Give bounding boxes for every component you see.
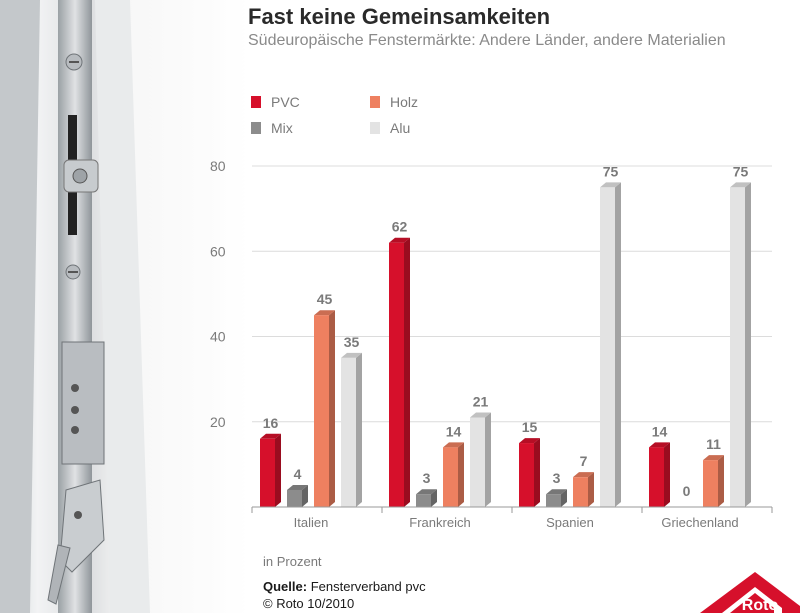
y-tick-label: 80	[210, 158, 226, 174]
bar	[573, 477, 588, 507]
bar-side	[664, 442, 670, 507]
legend-label: PVC	[271, 94, 300, 110]
x-tick-label: Griechenland	[661, 515, 738, 530]
bar-top	[600, 182, 621, 188]
chart-subtitle: Südeuropäische Fenstermärkte: Andere Län…	[248, 32, 726, 49]
data-label: 11	[706, 436, 721, 452]
bar	[443, 447, 458, 507]
legend-swatch	[251, 96, 261, 108]
bar-top	[519, 438, 540, 444]
bar-top	[730, 182, 751, 188]
bar-top	[470, 412, 491, 418]
bar-side	[275, 433, 281, 507]
bar-side	[404, 237, 410, 507]
data-label: 21	[473, 393, 489, 409]
bar-top	[573, 472, 594, 478]
bar-side	[329, 310, 335, 507]
data-label: 75	[733, 163, 749, 179]
bar-side	[302, 484, 308, 507]
data-label: 14	[446, 423, 462, 439]
bar-side	[561, 489, 567, 507]
data-label: 35	[344, 334, 360, 350]
data-label: 0	[683, 483, 691, 499]
bar-top	[341, 352, 362, 358]
roto-logo: Roto	[700, 572, 800, 613]
y-tick-label: 60	[210, 243, 226, 259]
bar-top	[260, 433, 281, 439]
bar	[519, 443, 534, 507]
bar-side	[431, 489, 437, 507]
source-block: Quelle: Fensterverband pvc © Roto 10/201…	[263, 578, 426, 612]
data-label: 45	[317, 291, 333, 307]
bar-top	[389, 237, 410, 243]
chart-title: Fast keine Gemeinsamkeiten	[248, 4, 551, 29]
bar	[730, 187, 745, 507]
unit-note: in Prozent	[263, 554, 322, 569]
data-label: 7	[580, 453, 588, 469]
x-tick-label: Italien	[294, 515, 329, 530]
bar-top	[546, 489, 567, 495]
bar-top	[443, 442, 464, 448]
bar	[314, 315, 329, 507]
source-text: Fensterverband pvc	[310, 579, 426, 594]
legend-swatch	[370, 122, 380, 134]
bar-side	[458, 442, 464, 507]
legend-swatch	[251, 122, 261, 134]
data-label: 15	[522, 419, 538, 435]
bar-side	[588, 472, 594, 507]
bar	[649, 447, 664, 507]
bar-side	[745, 182, 751, 507]
bar	[546, 494, 561, 507]
source-label: Quelle:	[263, 579, 308, 594]
bar-top	[703, 455, 724, 461]
bar-top	[287, 484, 308, 490]
bar-side	[534, 438, 540, 507]
bar-side	[718, 455, 724, 507]
logo-text: Roto	[742, 597, 779, 613]
data-label: 3	[553, 470, 561, 486]
bar-side	[615, 182, 621, 507]
y-tick-label: 40	[210, 329, 226, 345]
bar	[260, 438, 275, 507]
window-frame-photo	[0, 0, 250, 613]
copyright-text: © Roto 10/2010	[263, 596, 355, 611]
bar-side	[485, 412, 491, 507]
bar-top	[649, 442, 670, 448]
bar	[600, 187, 615, 507]
legend-swatch	[370, 96, 380, 108]
bar	[341, 357, 356, 507]
legend-label: Holz	[390, 94, 418, 110]
x-tick-label: Spanien	[546, 515, 594, 530]
bar	[389, 242, 404, 507]
bar	[470, 417, 485, 507]
y-tick-label: 20	[210, 414, 226, 430]
data-label: 16	[263, 415, 279, 431]
data-label: 75	[603, 163, 619, 179]
legend-label: Mix	[271, 120, 293, 136]
bar-top	[314, 310, 335, 316]
data-label: 4	[294, 466, 302, 482]
data-label: 62	[392, 219, 408, 235]
bar-top	[416, 489, 437, 495]
bar	[703, 460, 718, 507]
data-label: 14	[652, 423, 668, 439]
bar-side	[356, 352, 362, 507]
legend-label: Alu	[390, 120, 410, 136]
bar	[287, 489, 302, 507]
data-label: 3	[423, 470, 431, 486]
bar	[416, 494, 431, 507]
x-tick-label: Frankreich	[409, 515, 470, 530]
